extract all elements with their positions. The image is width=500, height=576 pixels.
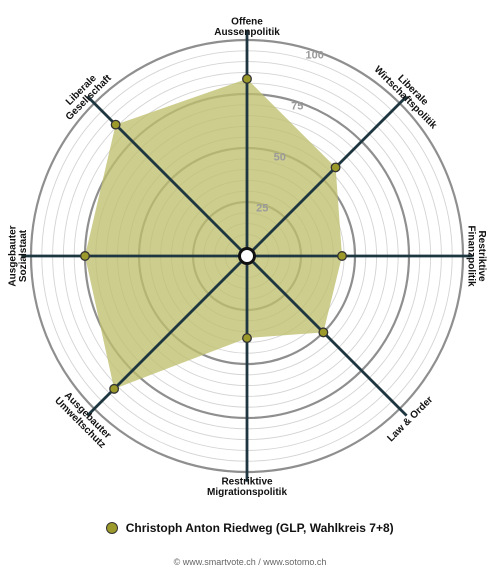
data-points	[80, 73, 347, 394]
data-point	[242, 73, 252, 84]
legend-marker-icon	[106, 522, 119, 534]
axis-label: AusgebauterSozialstaat	[7, 225, 29, 286]
tick-labels: 25 50 75 100	[256, 49, 324, 214]
tick-label: 50	[274, 151, 286, 163]
axis-label: Offene Aussenpolitik	[214, 16, 280, 38]
data-point	[337, 251, 347, 261]
data-point	[109, 383, 120, 394]
data-point	[330, 162, 341, 173]
legend-label: Christoph Anton Riedweg (GLP, Wahlkreis …	[125, 521, 394, 535]
data-point	[242, 333, 252, 344]
data-point	[80, 251, 90, 261]
axis-label: Restriktive Migrationspolitik	[207, 476, 287, 498]
series-area	[85, 78, 343, 389]
axis-spoke	[246, 95, 408, 257]
axis-label: RestriktiveFinanzpolitik	[465, 225, 487, 287]
center-marker	[238, 247, 256, 265]
tick-label: 25	[256, 203, 268, 215]
data-point	[318, 327, 329, 338]
legend: Christoph Anton Riedweg (GLP, Wahlkreis …	[0, 521, 500, 535]
data-point	[110, 119, 121, 130]
footer-credit: © www.smartvote.ch / www.sotomo.ch	[173, 557, 327, 567]
tick-label: 100	[306, 49, 324, 61]
tick-label: 75	[291, 100, 303, 112]
